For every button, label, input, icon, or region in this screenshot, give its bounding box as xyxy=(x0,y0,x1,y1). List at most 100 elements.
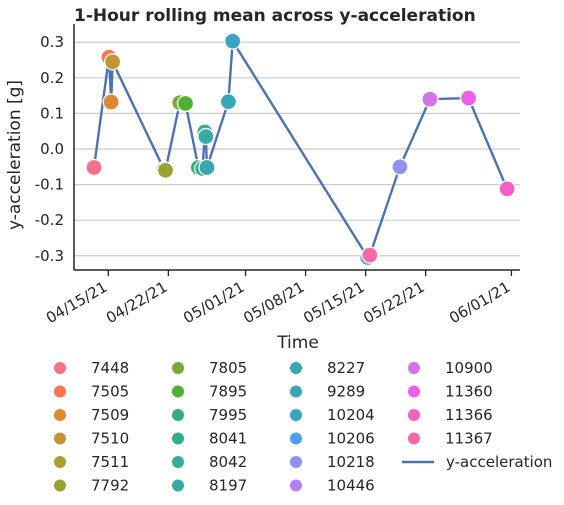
legend-entry: 11367 xyxy=(408,430,493,448)
x-tick-label: 06/01/21 xyxy=(446,278,513,327)
legend-swatch xyxy=(172,362,184,374)
legend-label: 11360 xyxy=(445,383,493,401)
legend-label: 11367 xyxy=(445,430,493,448)
legend-entry: 8042 xyxy=(172,453,247,471)
legend-label: 10206 xyxy=(327,430,375,448)
legend-swatch xyxy=(54,385,66,398)
legend-label: 7792 xyxy=(91,477,129,495)
point-8227 xyxy=(198,158,216,177)
points-layer xyxy=(85,32,516,267)
legend-swatch xyxy=(290,362,302,374)
y-tick-label: 0.0 xyxy=(40,140,64,158)
legend-entry: 10218 xyxy=(290,453,375,471)
y-tick-label: 0.1 xyxy=(40,104,64,122)
legend-entry: 10206 xyxy=(290,430,375,448)
legend-label: 7895 xyxy=(209,383,247,401)
legend-label: 7509 xyxy=(91,406,129,424)
legend-entry: 7505 xyxy=(54,383,129,401)
legend-swatch xyxy=(54,479,66,492)
legend-entry: 11360 xyxy=(408,383,493,401)
legend-swatch xyxy=(172,456,184,468)
point-7510 xyxy=(103,53,122,71)
legend-entry: 8227 xyxy=(290,359,365,377)
x-tick-label: 05/22/21 xyxy=(360,278,427,327)
legend-entry: 7895 xyxy=(172,383,247,401)
legend-entry: 8041 xyxy=(172,430,247,448)
legend-label: 9289 xyxy=(327,383,365,401)
legend-label: 8041 xyxy=(209,430,247,448)
legend-label: 10900 xyxy=(445,359,493,377)
legend-entry: 7448 xyxy=(54,359,129,377)
y-tick-label: 0.3 xyxy=(40,33,64,51)
point-11367 xyxy=(361,246,379,264)
legend-entry: 8197 xyxy=(172,477,247,495)
point-10204 xyxy=(224,32,242,50)
axes xyxy=(73,24,520,271)
chart-title: 1-Hour rolling mean across y-acceleratio… xyxy=(74,6,476,26)
y-tick-label: -0.3 xyxy=(35,247,64,265)
legend-swatch xyxy=(290,432,302,445)
legend-entry: 7511 xyxy=(54,453,129,471)
legend-label: 7505 xyxy=(91,383,129,401)
legend-swatch xyxy=(290,456,302,468)
x-axis-label: Time xyxy=(276,333,319,353)
x-tick-label: 05/08/21 xyxy=(240,278,307,327)
legend-label: 7448 xyxy=(91,359,129,377)
legend-label: 8197 xyxy=(209,477,247,495)
legend-entry: 10900 xyxy=(408,359,493,377)
legend-entry: 7995 xyxy=(172,406,247,424)
legend-entry: 7792 xyxy=(54,477,129,495)
legend-swatch xyxy=(172,432,184,445)
legend-swatch xyxy=(290,479,302,492)
legend-label: 8042 xyxy=(209,453,247,471)
legend-entry: y-acceleration xyxy=(402,453,552,471)
legend-entry: 10204 xyxy=(290,406,375,424)
legend-swatch xyxy=(54,362,66,374)
point-7509 xyxy=(102,93,120,111)
legend-entry: 9289 xyxy=(290,383,365,401)
x-tick-label: 05/15/21 xyxy=(300,278,367,327)
point-7895 xyxy=(176,94,195,113)
x-tick-label: 05/01/21 xyxy=(180,278,247,327)
grid xyxy=(74,41,520,257)
y-ticks: -0.3 -0.2 -0.1 0.0 0.1 0.2 0.3 xyxy=(35,33,64,265)
y-axis-label: y-acceleration [g] xyxy=(5,80,25,230)
legend-swatch xyxy=(54,409,66,421)
legend-entry: 7509 xyxy=(54,406,129,424)
legend-label: 10446 xyxy=(327,477,375,495)
legend-label: 7511 xyxy=(91,453,129,471)
legend: 7448 7505 7509 7510 7511 7792 7805 7895 7995 8041… xyxy=(54,359,552,495)
legend-entry: 11366 xyxy=(408,406,493,424)
point-11360 xyxy=(459,89,478,107)
legend-entry: 7510 xyxy=(54,430,129,448)
legend-swatch xyxy=(408,409,420,421)
legend-entry: 10446 xyxy=(290,477,375,495)
legend-label: 10204 xyxy=(327,406,375,424)
point-7448 xyxy=(85,158,103,177)
legend-label: 10218 xyxy=(327,453,375,471)
point-8197 xyxy=(197,127,215,146)
legend-swatch xyxy=(290,409,302,421)
legend-swatch xyxy=(172,409,184,421)
point-11366 xyxy=(498,180,516,198)
legend-label: 7995 xyxy=(209,406,247,424)
y-tick-label: 0.2 xyxy=(40,69,64,87)
legend-swatch xyxy=(408,432,420,445)
y-tick-label: -0.2 xyxy=(35,211,64,229)
legend-swatch xyxy=(54,432,66,445)
x-tick-label: 04/15/21 xyxy=(43,278,110,327)
x-tick-label: 04/22/21 xyxy=(103,278,170,327)
point-9289 xyxy=(219,93,238,111)
legend-swatch xyxy=(172,479,184,492)
y-tick-label: -0.1 xyxy=(35,176,64,194)
legend-swatch xyxy=(408,385,420,398)
legend-swatch xyxy=(290,385,302,398)
point-10218 xyxy=(391,158,409,176)
legend-label: 11366 xyxy=(445,406,493,424)
legend-swatch xyxy=(54,456,66,468)
legend-entry: 7805 xyxy=(172,359,247,377)
legend-label: 7510 xyxy=(91,430,129,448)
legend-label: 7805 xyxy=(209,359,247,377)
